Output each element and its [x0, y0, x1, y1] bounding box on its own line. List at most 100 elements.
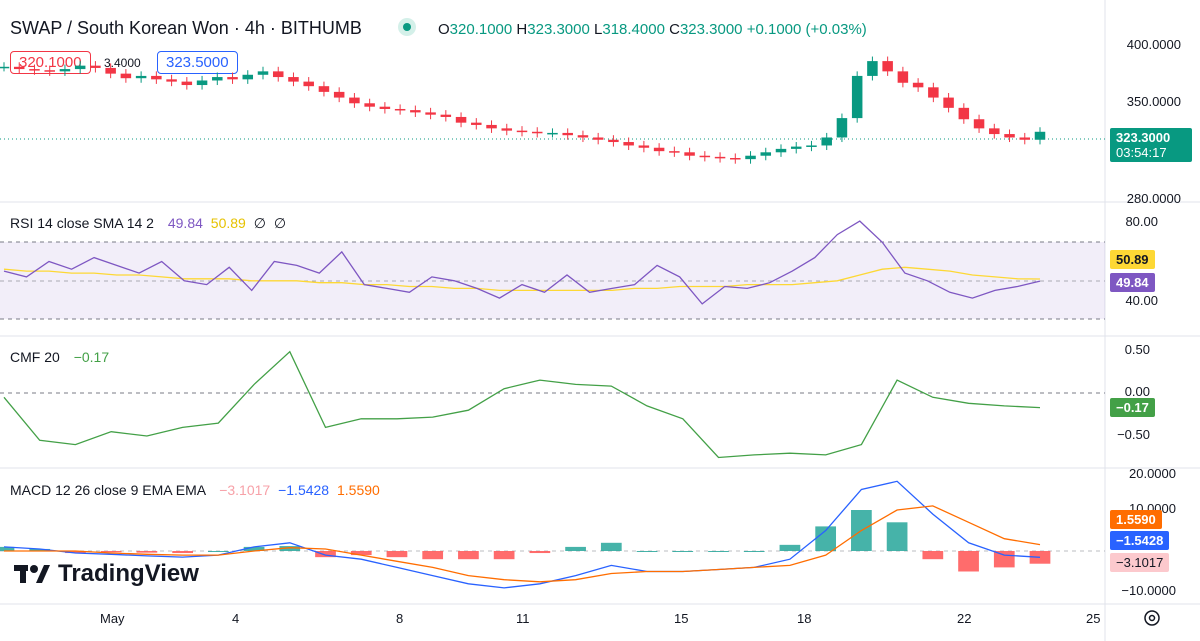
last-price-tag: 323.3000 03:54:17: [1110, 128, 1192, 162]
candle-body: [653, 147, 665, 152]
candle-body: [272, 71, 284, 78]
candle-body: [547, 132, 558, 135]
time-tick: 8: [396, 611, 404, 626]
candle-body: [379, 106, 391, 109]
exchange: BITHUMB: [280, 18, 362, 38]
high-value: 323.3000: [527, 21, 590, 38]
macd-hist-bar: [458, 551, 479, 560]
macd-hist-bar: [422, 551, 444, 560]
symbol-name: SWAP / South Korean Won: [10, 18, 229, 38]
price-tick: 350.0000: [1126, 94, 1181, 109]
macd-legend[interactable]: MACD 12 26 close 9 EMA EMA −3.1017 −1.54…: [10, 482, 380, 498]
candle-body: [0, 66, 10, 69]
candle-body: [410, 110, 421, 113]
candle-body: [135, 75, 147, 79]
tradingview-logo-icon: [14, 565, 50, 583]
time-tick: 18: [797, 611, 812, 626]
candle-body: [745, 155, 756, 160]
chart-symbol-title[interactable]: SWAP / South Korean Won · 4h · BITHUMB: [10, 18, 362, 38]
spread-value: 3.4000: [104, 56, 141, 70]
rsi-sma-line: [3, 266, 1041, 292]
macd-hist-bar: [243, 546, 265, 551]
candle-body: [227, 77, 238, 80]
candle-body: [867, 61, 878, 76]
macd-hist-bar: [672, 551, 694, 552]
candle-body: [196, 80, 208, 86]
candle-body: [318, 86, 330, 92]
macd-hist-bar: [0, 546, 15, 551]
macd-value-tag: −1.5428: [1110, 531, 1170, 550]
ohlc-readout: O320.1000 H323.3000 L318.4000 C323.3000 …: [438, 21, 867, 38]
candle-body: [44, 70, 55, 72]
rsi-value-tag: 49.84: [1110, 273, 1155, 292]
candle-body: [59, 69, 71, 72]
candle-body: [943, 97, 954, 108]
candle-body: [74, 65, 86, 70]
candle-body: [608, 139, 619, 143]
macd-hist-bar: [743, 551, 765, 552]
macd-hist-tag: −3.1017: [1110, 553, 1170, 572]
candle-body: [851, 75, 863, 119]
candle-body: [836, 118, 848, 138]
time-tick: 15: [674, 611, 689, 626]
macd-hist-bar: [172, 551, 193, 554]
cmf-value-tag: −0.17: [1110, 398, 1155, 417]
candle-body: [821, 137, 832, 146]
macd-hist-bar: [100, 551, 122, 553]
macd-histogram: [0, 510, 1051, 572]
candle-body: [1019, 137, 1031, 140]
rsi-sma-value: 50.89: [210, 215, 246, 231]
cmf-legend[interactable]: CMF 20 −0.17: [10, 349, 109, 365]
candle-body: [1034, 131, 1046, 140]
open-value: 320.1000: [449, 21, 513, 38]
macd-line: [3, 480, 1041, 589]
bar-countdown: 03:54:17: [1116, 145, 1167, 160]
macd-hist-bar: [207, 551, 229, 552]
time-tick: 11: [516, 611, 530, 626]
cmf-value: −0.17: [73, 349, 110, 365]
macd-hist-bar: [779, 544, 801, 551]
rsi-legend[interactable]: RSI 14 close SMA 14 2 49.84 50.89 ∅ ∅: [10, 215, 286, 232]
rsi-title: RSI 14 close SMA 14 2: [10, 215, 154, 231]
candle-body: [882, 61, 893, 72]
tradingview-logo: TradingView: [14, 560, 199, 588]
candlestick-series: [0, 56, 1046, 164]
macd-hist-bar: [529, 551, 551, 554]
candle-body: [1004, 134, 1015, 138]
macd-hist-bar: [636, 551, 658, 552]
candle-body: [501, 128, 513, 131]
signal-line: [4, 505, 1041, 583]
candle-body: [760, 152, 772, 156]
interval: 4h: [244, 18, 265, 38]
cmf-tick: 0.00: [1124, 384, 1150, 399]
candle-body: [562, 132, 573, 136]
time-tick: 22: [957, 611, 972, 626]
settings-gear-icon[interactable]: [1144, 610, 1160, 626]
macd-signal-tag: 1.5590: [1110, 510, 1162, 529]
candle-body: [120, 73, 132, 79]
candle-body: [989, 128, 1000, 135]
macd-hist-bar: [958, 551, 979, 572]
rsi-tick: 40.00: [1125, 293, 1158, 308]
candle-body: [973, 119, 985, 129]
candle-body: [669, 151, 680, 153]
macd-hist-bar: [493, 551, 515, 560]
candle-body: [29, 69, 40, 71]
candle-body: [13, 66, 25, 70]
candle-body: [105, 67, 116, 74]
candle-body: [349, 97, 360, 104]
macd-signal-value: 1.5590: [336, 482, 380, 498]
candle-body: [577, 135, 589, 138]
candle-body: [638, 145, 650, 148]
macd-hist-bar: [708, 551, 729, 552]
cmf-tick: −0.50: [1117, 427, 1150, 442]
candle-body: [455, 116, 467, 123]
candle-body: [394, 108, 406, 111]
candle-body: [531, 131, 543, 134]
buy-button[interactable]: 323.5000: [157, 51, 238, 74]
rsi-extra-1: ∅: [253, 215, 266, 231]
macd-hist-bar: [565, 546, 586, 551]
time-tick: 25: [1086, 611, 1101, 626]
candle-body: [699, 155, 711, 158]
